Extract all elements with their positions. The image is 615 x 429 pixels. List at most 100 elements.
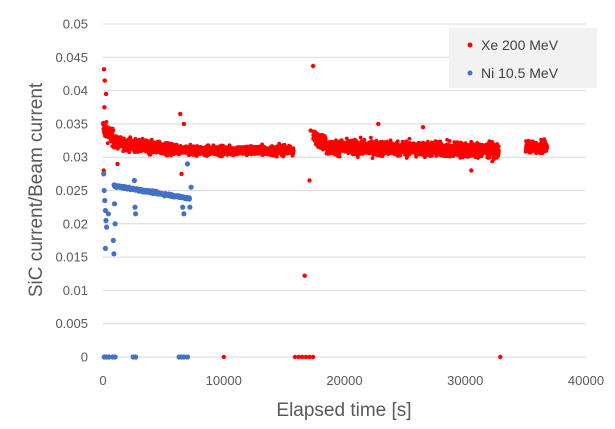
data-point xyxy=(545,145,550,150)
data-point xyxy=(358,135,363,140)
data-point xyxy=(103,91,109,97)
data-point xyxy=(106,354,112,360)
data-point xyxy=(111,201,118,207)
data-point xyxy=(111,128,116,133)
data-point xyxy=(526,138,531,143)
data-point xyxy=(127,150,132,155)
data-point xyxy=(131,177,137,184)
y-tick-label: 0 xyxy=(81,350,88,365)
data-point xyxy=(179,171,184,177)
data-point xyxy=(447,139,452,143)
data-point xyxy=(102,197,108,204)
data-point xyxy=(166,141,171,146)
data-point xyxy=(292,354,298,360)
x-tick-label: 40000 xyxy=(568,373,604,388)
data-point xyxy=(104,120,109,124)
data-point xyxy=(310,354,316,360)
data-point xyxy=(180,204,186,210)
data-point xyxy=(307,178,312,183)
data-point xyxy=(178,111,183,117)
data-point xyxy=(323,137,328,142)
data-point xyxy=(181,211,187,217)
data-point xyxy=(303,354,309,360)
x-tick-label: 20000 xyxy=(326,373,362,388)
data-point xyxy=(103,217,109,224)
data-point xyxy=(369,135,373,140)
data-point xyxy=(105,141,110,146)
legend-label-xe: Xe 200 MeV xyxy=(481,37,559,53)
data-point xyxy=(274,154,279,159)
data-point xyxy=(420,125,426,130)
x-tick-label: 0 xyxy=(99,373,106,388)
data-point xyxy=(498,354,503,360)
y-tick-label: 0.01 xyxy=(63,283,88,298)
x-tick-label: 10000 xyxy=(206,373,242,388)
data-point xyxy=(188,184,194,190)
data-point xyxy=(310,63,316,69)
data-point xyxy=(376,121,381,127)
data-point xyxy=(296,354,301,360)
data-point xyxy=(112,354,118,360)
data-point xyxy=(370,156,375,161)
y-tick-label: 0.03 xyxy=(63,150,88,165)
data-point xyxy=(496,144,501,149)
data-point xyxy=(133,211,139,217)
y-tick-label: 0.04 xyxy=(63,83,88,98)
legend-label-ni: Ni 10.5 MeV xyxy=(481,65,559,81)
y-tick-label: 0.02 xyxy=(63,216,88,231)
data-point xyxy=(181,121,187,127)
data-point xyxy=(307,354,312,360)
data-point xyxy=(184,354,191,360)
y-tick-label: 0.045 xyxy=(55,50,88,65)
data-point xyxy=(110,237,116,243)
data-points xyxy=(101,63,550,360)
data-point xyxy=(111,251,117,257)
legend-marker-ni xyxy=(467,70,473,76)
data-point xyxy=(221,354,226,360)
data-point xyxy=(101,171,107,177)
data-point xyxy=(448,154,452,159)
y-tick-label: 0.015 xyxy=(55,250,88,265)
data-point xyxy=(102,207,108,214)
data-point xyxy=(337,154,342,159)
y-tick-label: 0.035 xyxy=(55,116,88,131)
data-point xyxy=(395,139,400,144)
y-tick-label: 0.05 xyxy=(63,17,88,32)
data-point xyxy=(291,148,296,153)
data-point xyxy=(430,153,434,158)
data-point xyxy=(115,161,120,167)
data-point xyxy=(308,128,313,133)
data-point xyxy=(104,224,110,230)
x-tick-label: 30000 xyxy=(447,373,483,388)
y-tick-label: 0.005 xyxy=(55,316,88,331)
data-point xyxy=(102,105,107,110)
series-0 xyxy=(101,63,550,360)
data-point xyxy=(181,354,187,360)
data-point xyxy=(102,78,108,83)
y-axis-title: SiC current/Beam current xyxy=(26,82,47,297)
y-tick-label: 0.025 xyxy=(55,183,88,198)
data-point xyxy=(101,187,107,194)
data-point xyxy=(165,153,170,158)
data-point xyxy=(149,137,154,142)
y-axis-ticks: 0 0.005 0.01 0.015 0.02 0.025 0.03 0.035 0.04 0.0… xyxy=(55,17,88,365)
data-point xyxy=(282,142,287,147)
data-point xyxy=(187,204,193,210)
data-point xyxy=(407,136,412,141)
data-point xyxy=(105,211,111,217)
data-point xyxy=(300,354,305,360)
series-1 xyxy=(101,161,194,360)
data-point xyxy=(487,155,492,160)
legend-box xyxy=(449,28,597,88)
data-point xyxy=(102,245,108,251)
data-point xyxy=(425,139,430,144)
data-point xyxy=(188,142,193,147)
x-axis-ticks: 0 10000 20000 30000 40000 xyxy=(99,373,604,388)
x-axis-title: Elapsed time [s] xyxy=(276,400,411,421)
data-point xyxy=(362,137,367,142)
data-point xyxy=(497,148,501,153)
data-point xyxy=(469,168,474,173)
data-point xyxy=(187,196,192,201)
data-point xyxy=(132,204,138,210)
